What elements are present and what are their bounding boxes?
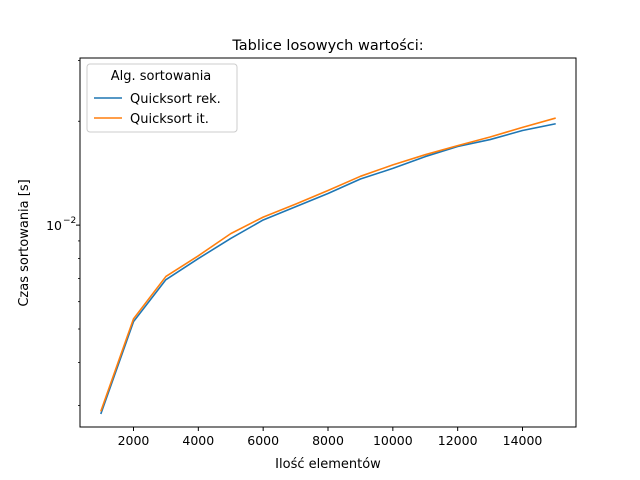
legend-label-quicksort-it: Quicksort it. [130, 112, 209, 127]
y-axis-label: Czas sortowania [s] [17, 179, 32, 306]
x-tick-label: 12000 [438, 433, 478, 448]
x-tick-label: 14000 [503, 433, 543, 448]
series-line-quicksort-it [100, 117, 556, 412]
series-lines [100, 117, 556, 415]
y-tick-label-exponent: −2 [63, 216, 76, 226]
y-tick-label: 10 [46, 218, 62, 233]
x-tick-label: 6000 [247, 433, 279, 448]
series-line-quicksort-rek [100, 122, 556, 415]
legend-title: Alg. sortowania [111, 69, 212, 84]
x-axis-label: Ilość elementów [275, 457, 381, 472]
legend-box [86, 63, 238, 133]
x-tick-label: 2000 [118, 433, 150, 448]
chart-title: Tablice losowych wartości: [231, 38, 423, 54]
x-tick-label: 8000 [312, 433, 344, 448]
x-tick-label: 4000 [182, 433, 214, 448]
legend-label-quicksort-rek: Quicksort rek. [130, 92, 221, 107]
legend: Alg. sortowania Quicksort rek. Quicksort… [86, 63, 238, 133]
axis-ticks: 2000 4000 6000 8000 10000 12000 14000 10 −2 [46, 60, 542, 448]
x-tick-label: 10000 [373, 433, 413, 448]
axes-frame [79, 57, 577, 428]
